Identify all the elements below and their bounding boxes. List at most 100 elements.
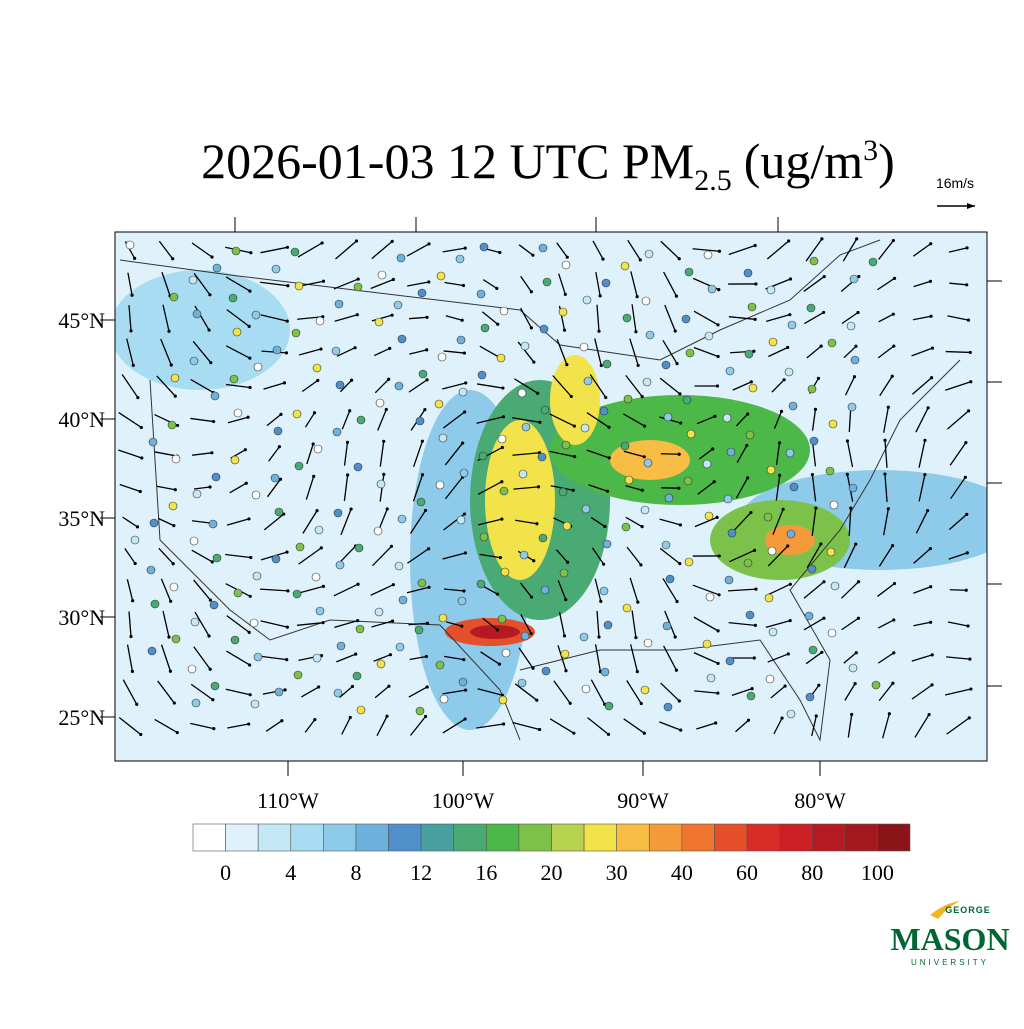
wind-vector-head: [495, 287, 498, 290]
station: [622, 523, 630, 531]
station: [828, 339, 836, 347]
station: [808, 385, 816, 393]
wind-vector-head: [312, 475, 315, 478]
wind-vector-head: [249, 693, 252, 696]
wind-vector-head: [320, 546, 323, 549]
wind-vector-head: [711, 447, 714, 450]
station: [538, 453, 546, 461]
wind-vector-head: [133, 257, 136, 260]
wind-vector-head: [639, 563, 642, 566]
latitude-label: 30°N: [58, 605, 105, 630]
wind-vector-head: [636, 670, 639, 673]
wind-vector-head: [608, 456, 611, 459]
station: [435, 400, 443, 408]
wind-vector-head: [169, 670, 172, 673]
longitude-label: 80°W: [794, 788, 846, 813]
station: [315, 526, 323, 534]
wind-vector-head: [597, 330, 600, 333]
station: [767, 466, 775, 474]
wind-vector-head: [606, 490, 609, 493]
wind-vector-head: [883, 439, 886, 442]
wind-vector-head: [637, 364, 640, 367]
station: [831, 582, 839, 590]
wind-vector-head: [718, 250, 721, 253]
station: [316, 607, 324, 615]
wind-vector-head: [601, 257, 604, 260]
station: [416, 417, 424, 425]
wind-vector-head: [883, 472, 886, 475]
wind-vector-head: [129, 635, 132, 638]
wind-vector-head: [929, 547, 932, 550]
station: [293, 590, 301, 598]
station: [807, 304, 815, 312]
wind-vector-head: [173, 701, 176, 704]
longitude-label: 100°W: [432, 788, 495, 813]
wind-vector-head: [573, 424, 576, 427]
wind-vector-head: [607, 426, 610, 429]
title-superscript: 3: [863, 134, 878, 167]
station: [375, 608, 383, 616]
station: [418, 289, 426, 297]
wind-vector-head: [247, 517, 250, 520]
wind-vector-head: [854, 345, 857, 348]
wind-vector-head: [891, 682, 894, 685]
wind-vector-head: [389, 653, 392, 656]
wind-vector-head: [846, 473, 849, 476]
station: [332, 347, 340, 355]
station: [706, 593, 714, 601]
station: [580, 343, 588, 351]
station: [582, 685, 590, 693]
wind-vector-head: [674, 329, 677, 332]
wind-vector-head: [753, 656, 756, 659]
colorbar-label: 16: [475, 860, 497, 885]
wind-vector-head: [421, 440, 424, 443]
wind-vector-head: [212, 727, 215, 730]
wind-vector-head: [783, 378, 786, 381]
wind-vector-head: [139, 733, 142, 736]
station: [234, 589, 242, 597]
wind-vector-head: [564, 669, 567, 672]
station: [684, 477, 692, 485]
station: [849, 664, 857, 672]
wind-vector-head: [716, 323, 719, 326]
wind-vector-head: [322, 585, 325, 588]
station: [520, 551, 528, 559]
title-close: ): [878, 133, 895, 189]
wind-vector-head: [391, 240, 394, 243]
wind-vector-head: [750, 380, 753, 383]
wind-vector-head: [462, 284, 465, 287]
latitude-label: 35°N: [58, 506, 105, 531]
wind-vector-head: [717, 355, 720, 358]
station: [356, 625, 364, 633]
wind-vector-head: [856, 311, 859, 314]
station: [171, 374, 179, 382]
wind-vector-head: [854, 682, 857, 685]
wind-vector-head: [640, 702, 643, 705]
wind-vector-head: [464, 551, 467, 554]
station: [251, 700, 259, 708]
wind-vector-head: [129, 329, 132, 332]
wind-vector-head: [815, 714, 818, 717]
wind-vector-head: [566, 561, 569, 564]
station: [479, 452, 487, 460]
wind-vector-head: [346, 441, 349, 444]
station: [805, 612, 813, 620]
wind-vector-head: [597, 635, 600, 638]
wind-vector-head: [563, 634, 566, 637]
station: [460, 469, 468, 477]
wind-vector-head: [641, 395, 644, 398]
wind-vector-head: [387, 378, 390, 381]
wind-vector-head: [425, 655, 428, 658]
wind-vector-head: [169, 600, 172, 603]
station: [502, 649, 510, 657]
station: [456, 255, 464, 263]
wind-vector-head: [820, 237, 823, 240]
station: [501, 568, 509, 576]
station: [274, 427, 282, 435]
station: [151, 600, 159, 608]
wind-vector-head: [502, 415, 505, 418]
wind-vector-head: [929, 621, 932, 624]
wind-vector-head: [717, 593, 720, 596]
colorbar-label: 40: [671, 860, 693, 885]
wind-vector-head: [313, 411, 316, 414]
